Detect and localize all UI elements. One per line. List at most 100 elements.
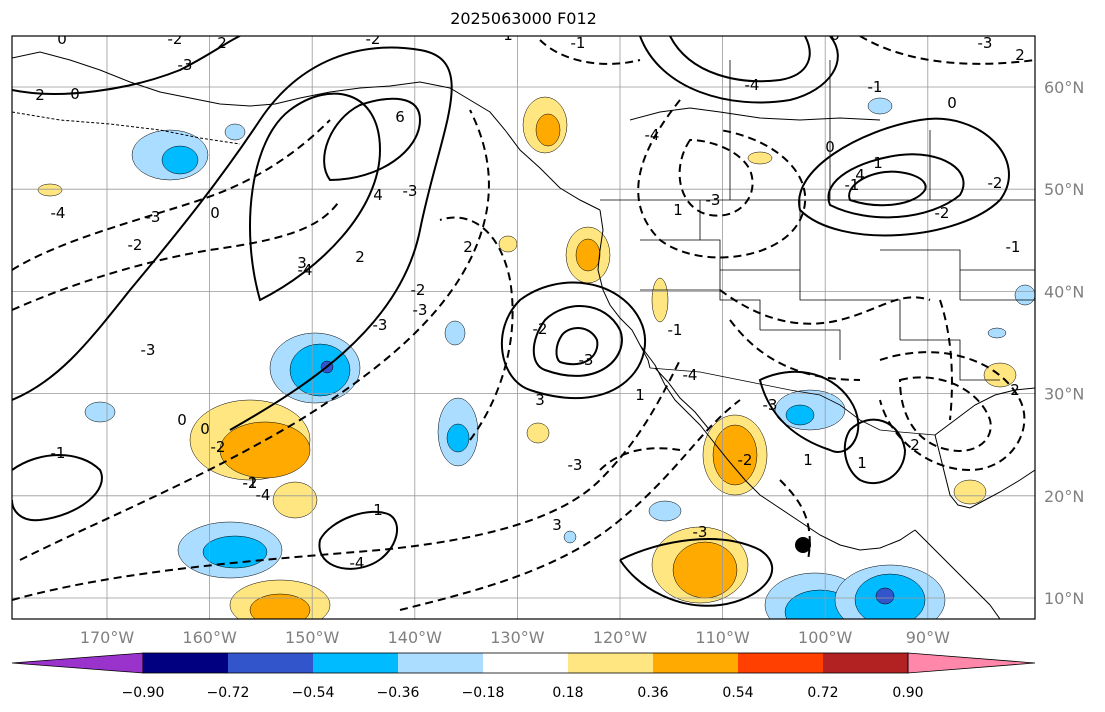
latitude-tick-labels: 60°N 50°N 40°N 30°N 20°N 10°N <box>1044 78 1084 608</box>
anomaly-shading <box>712 424 758 486</box>
contour-label: 2 <box>1015 46 1025 64</box>
contour-solid <box>323 97 422 182</box>
anomaly-shading <box>867 97 893 115</box>
colorbar-tick-label: −0.72 <box>207 685 250 701</box>
contour-label: 0 <box>177 411 187 429</box>
colorbar-tick-label: −0.36 <box>377 685 420 701</box>
contour-solid <box>12 46 453 431</box>
contour-solid <box>12 36 241 95</box>
contour-label: 3 <box>297 254 307 272</box>
colorbar-segment <box>568 653 653 673</box>
contour-label: -2 <box>411 281 426 299</box>
contour-dashed <box>12 199 341 311</box>
contour-solid <box>798 117 1010 237</box>
contour-label: -3 <box>763 396 778 414</box>
contour-label: 1 <box>873 154 883 172</box>
contour-label: 2 <box>355 248 365 266</box>
anomaly-shading <box>444 320 466 346</box>
gridlines <box>12 36 1035 619</box>
anomaly-shading <box>249 593 311 619</box>
lat-tick-label: 20°N <box>1044 487 1084 506</box>
colorbar-tick-label: −0.18 <box>462 685 505 701</box>
anomaly-shading <box>535 113 561 147</box>
lon-tick-label: 140°W <box>388 628 443 647</box>
lat-tick-label: 40°N <box>1044 282 1084 301</box>
contour-label: -1 <box>845 176 860 194</box>
anomaly-shading <box>224 123 246 141</box>
contour-label: 3 <box>552 516 562 534</box>
lat-tick-label: 60°N <box>1044 78 1084 97</box>
contour-label: 1 <box>503 26 513 44</box>
map-frame <box>11 35 1036 620</box>
contour-dashed <box>859 36 1035 65</box>
colorbar-tick-label: 0.54 <box>722 685 753 701</box>
contour-label: -3 <box>693 523 708 541</box>
lon-tick-label: 110°W <box>695 628 750 647</box>
anomaly-shading <box>498 235 518 253</box>
contour-solid <box>827 153 965 219</box>
contour-label: -2 <box>168 30 183 48</box>
colorbar-extend-low <box>11 652 144 674</box>
anomaly-shading <box>987 327 1007 339</box>
contour-label: -2 <box>128 236 143 254</box>
contour-solid <box>669 36 811 83</box>
contour-label: -1 <box>243 474 258 492</box>
colorbar-tick-label: −0.90 <box>122 685 165 701</box>
contour-label: -2 <box>738 451 753 469</box>
lon-tick-label: 90°W <box>906 628 950 647</box>
contour-label: 1 <box>857 454 867 472</box>
anomaly-shading <box>161 145 199 175</box>
contour-label: -3 <box>141 341 156 359</box>
colorbar-tick-label: 0.72 <box>807 685 838 701</box>
anomaly-shading <box>953 479 987 505</box>
contour-label: -1 <box>571 34 586 52</box>
contour-label: 2 <box>1010 381 1020 399</box>
contour-solid <box>848 170 927 207</box>
contour-label: 0 <box>70 85 80 103</box>
contour-label: -4 <box>350 554 365 572</box>
lat-tick-label: 50°N <box>1044 180 1084 199</box>
contour-label: -1 <box>1006 238 1021 256</box>
marker-dot <box>795 537 811 553</box>
contour-label: -1 <box>51 444 66 462</box>
contour-label: 4 <box>373 186 383 204</box>
contour-label: -2 <box>211 438 226 456</box>
contour-dashed <box>399 399 741 611</box>
colorbar-frame <box>142 652 909 674</box>
contour-dashed <box>19 109 490 561</box>
contour-solid <box>619 538 774 607</box>
anomaly-shading <box>526 422 550 444</box>
lon-tick-label: 170°W <box>80 628 135 647</box>
anomaly-shading <box>747 151 773 165</box>
colorbar-segment <box>823 653 908 673</box>
contour-label: -3 <box>706 191 721 209</box>
contour-label: -4 <box>298 261 313 279</box>
contour-label: -3 <box>178 56 193 74</box>
contour-dashed <box>729 319 861 381</box>
colorbar-segment <box>143 653 228 673</box>
contour-solid <box>249 92 382 302</box>
contour-label: -3 <box>413 301 428 319</box>
anomaly-shading <box>651 277 669 323</box>
lon-tick-label: 160°W <box>182 628 237 647</box>
colorbar-segment <box>313 653 398 673</box>
anomaly-shading <box>983 362 1017 388</box>
contour-label: -3 <box>146 208 161 226</box>
contour-dashed <box>539 39 641 65</box>
colorbar-extend-high <box>907 652 1036 674</box>
contour-label: 2 <box>910 436 920 454</box>
colorbar-tick-label: −0.54 <box>292 685 335 701</box>
contour-label: -4 <box>256 486 271 504</box>
contour-solid <box>500 281 646 400</box>
contour-dashed <box>719 289 931 325</box>
contour-label: 0 <box>830 26 840 44</box>
contour-label: -4 <box>683 366 698 384</box>
map-title: 2025063000 F012 <box>450 9 597 28</box>
coastlines <box>12 51 1035 619</box>
contour-label: 6 <box>395 108 405 126</box>
contour-dashed <box>939 299 953 421</box>
contour-dashed <box>12 119 331 271</box>
colorbar <box>11 652 1036 674</box>
